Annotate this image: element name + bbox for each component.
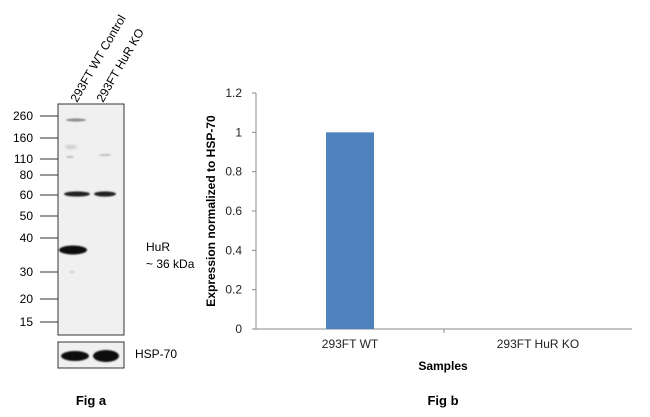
x-category-label: 293FT HuR KO bbox=[497, 337, 579, 351]
band-hur-wt bbox=[59, 245, 87, 255]
band-hsp70-wt bbox=[61, 351, 89, 361]
band-60kda-wt bbox=[64, 191, 90, 197]
marker-label-80: 80 bbox=[20, 168, 34, 182]
fig-a-caption: Fig a bbox=[76, 393, 107, 408]
marker-label-260: 260 bbox=[13, 109, 33, 123]
faint-band-260 bbox=[66, 118, 86, 122]
y-tick-label: 0 bbox=[235, 322, 242, 336]
marker-label-15: 15 bbox=[20, 315, 34, 329]
y-tick-label: 0.2 bbox=[225, 283, 242, 297]
y-tick-label: 0.6 bbox=[225, 204, 242, 218]
marker-label-160: 160 bbox=[13, 131, 33, 145]
hsp70-label: HSP-70 bbox=[135, 347, 177, 361]
band-60kda-ko bbox=[94, 191, 116, 197]
faint-band-110-wt bbox=[66, 156, 74, 158]
marker-label-50: 50 bbox=[20, 209, 34, 223]
marker-label-40: 40 bbox=[20, 231, 34, 245]
y-axis-title: Expression normalized to HSP-70 bbox=[204, 115, 218, 307]
marker-label-60: 60 bbox=[20, 188, 34, 202]
x-axis-title: Samples bbox=[418, 359, 468, 373]
main-blot-panel bbox=[57, 103, 125, 336]
y-tick-label: 0.4 bbox=[225, 243, 242, 257]
hur-band-label: HuR bbox=[146, 240, 170, 254]
band-hsp70-ko bbox=[93, 350, 119, 362]
faint-band-110-ko bbox=[99, 154, 111, 156]
marker-label-20: 20 bbox=[20, 292, 34, 306]
marker-label-30: 30 bbox=[20, 265, 34, 279]
x-category-label: 293FT WT bbox=[322, 337, 379, 351]
marker-label-110: 110 bbox=[14, 152, 33, 166]
faint-band-28 bbox=[69, 271, 75, 273]
y-tick-label: 1.2 bbox=[225, 86, 242, 100]
y-tick-label: 0.8 bbox=[225, 165, 242, 179]
hur-band-size-label: ~ 36 kDa bbox=[146, 257, 195, 271]
faint-band-150 bbox=[65, 145, 77, 149]
y-tick-label: 1 bbox=[235, 125, 242, 139]
bar-0 bbox=[326, 132, 374, 329]
fig-b-caption: Fig b bbox=[427, 393, 458, 408]
